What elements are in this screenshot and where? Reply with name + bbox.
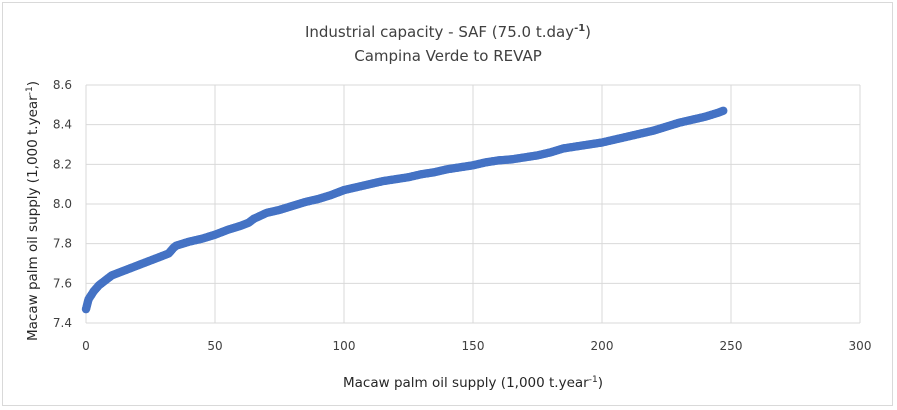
chart-frame bbox=[2, 2, 893, 406]
y-axis-title-end: ) bbox=[25, 81, 41, 86]
y-axis-title-sup: -1 bbox=[25, 86, 35, 95]
chart-title-sup: -1 bbox=[574, 23, 585, 34]
y-tick-label: 8.2 bbox=[53, 157, 72, 171]
data-point bbox=[719, 106, 728, 115]
x-tick-label: 250 bbox=[720, 339, 743, 353]
marker-layer bbox=[81, 106, 728, 314]
y-tick-label: 8.6 bbox=[53, 78, 72, 92]
x-axis-title-end: ) bbox=[598, 375, 603, 391]
x-axis-title-main: Macaw palm oil supply (1,000 t.year bbox=[343, 375, 589, 391]
x-axis-title: Macaw palm oil supply (1,000 t.year-1) bbox=[343, 375, 603, 391]
y-axis-title-main: Macaw palm oil supply (1,000 t.year bbox=[25, 95, 41, 341]
grid-layer bbox=[85, 84, 861, 324]
y-tick-label: 7.6 bbox=[53, 276, 72, 290]
y-tick-label: 8.0 bbox=[53, 197, 72, 211]
x-tick-label: 300 bbox=[849, 339, 872, 353]
tick-layer: 7.4 7.6 7.8 8.0 8.2 8.4 8.6 0 50 100 150 200 250 300 bbox=[53, 78, 872, 353]
y-axis-title: Macaw palm oil supply (1,000 t.year-1) bbox=[25, 81, 41, 341]
x-tick-label: 50 bbox=[207, 339, 222, 353]
x-tick-label: 100 bbox=[333, 339, 356, 353]
y-tick-label: 8.4 bbox=[53, 118, 72, 132]
chart-title-main: Industrial capacity - SAF (75.0 t.day bbox=[305, 23, 574, 41]
chart-subtitle: Campina Verde to REVAP bbox=[354, 47, 542, 65]
y-tick-label: 7.4 bbox=[53, 316, 72, 330]
x-tick-label: 150 bbox=[462, 339, 485, 353]
x-axis-title-sup: -1 bbox=[589, 375, 598, 385]
chart-title: Industrial capacity - SAF (75.0 t.day-1) bbox=[305, 23, 591, 41]
x-tick-label: 0 bbox=[82, 339, 90, 353]
y-tick-label: 7.8 bbox=[53, 237, 72, 251]
x-tick-label: 200 bbox=[591, 339, 614, 353]
chart-title-end: ) bbox=[585, 23, 591, 41]
